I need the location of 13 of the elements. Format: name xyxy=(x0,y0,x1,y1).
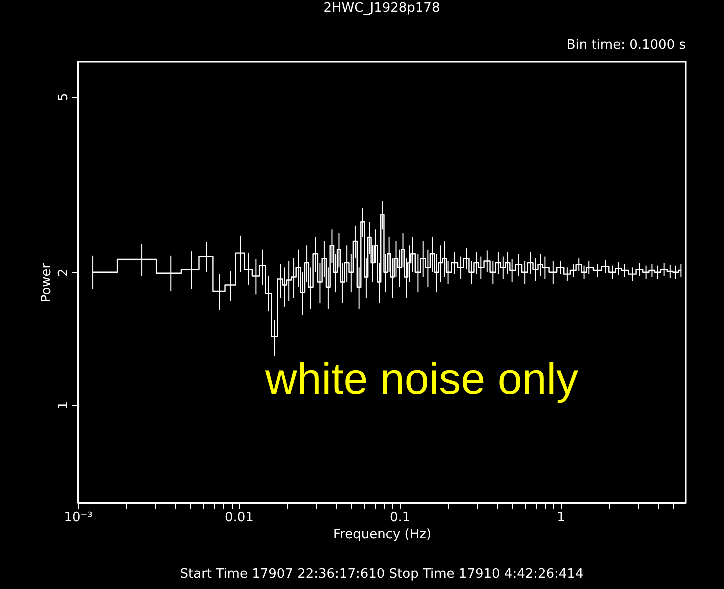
x-tick-label: 1 xyxy=(557,510,566,526)
y-tick-label: 2 xyxy=(56,268,72,278)
x-tick-label: 10⁻³ xyxy=(64,510,93,526)
annotation: white noise only xyxy=(264,355,579,404)
y-tick-label: 1 xyxy=(56,402,72,410)
x-tick-label: 0.1 xyxy=(390,510,411,526)
x-tick-label: 0.01 xyxy=(224,510,254,526)
y-axis-title: Power xyxy=(40,262,54,303)
text: Start Time 17907 22:36:17:610 Stop Time 17910 4:42:26:414 xyxy=(180,567,584,582)
x-axis-title: Frequency (Hz) xyxy=(333,528,432,542)
chart-title: 2HWC_J1928p178 xyxy=(324,1,440,16)
y-tick-label: 5 xyxy=(56,93,72,102)
text: Bin time: 0.1000 s xyxy=(566,38,686,53)
